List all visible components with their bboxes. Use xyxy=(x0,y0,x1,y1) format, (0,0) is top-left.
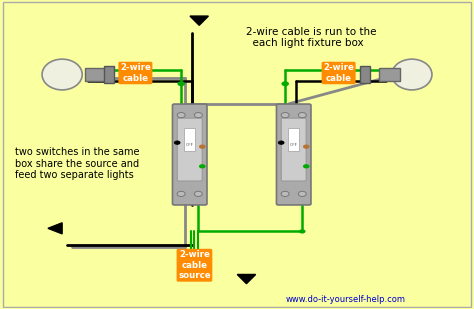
Ellipse shape xyxy=(42,59,82,90)
Text: 2-wire
cable
source: 2-wire cable source xyxy=(178,250,211,280)
Bar xyxy=(104,66,114,83)
Bar xyxy=(360,66,370,83)
Bar xyxy=(288,128,299,151)
Circle shape xyxy=(303,145,310,149)
Text: 2-wire
cable: 2-wire cable xyxy=(120,63,151,83)
FancyBboxPatch shape xyxy=(281,118,306,181)
FancyBboxPatch shape xyxy=(177,118,202,181)
FancyBboxPatch shape xyxy=(173,104,207,205)
Circle shape xyxy=(177,191,185,197)
Circle shape xyxy=(194,191,202,197)
Circle shape xyxy=(177,81,185,86)
Bar xyxy=(379,68,400,81)
Ellipse shape xyxy=(392,59,432,90)
Circle shape xyxy=(177,112,185,118)
Polygon shape xyxy=(237,274,255,284)
Bar xyxy=(85,68,106,81)
Circle shape xyxy=(303,164,310,168)
Circle shape xyxy=(199,164,206,168)
Polygon shape xyxy=(190,16,209,25)
Text: 2-wire cable is run to the
  each light fixture box: 2-wire cable is run to the each light fi… xyxy=(246,27,377,49)
Circle shape xyxy=(281,112,289,118)
Text: www.do-it-yourself-help.com: www.do-it-yourself-help.com xyxy=(286,294,406,303)
Text: two switches in the same
box share the source and
feed two separate lights: two switches in the same box share the s… xyxy=(15,147,139,180)
Polygon shape xyxy=(48,223,62,234)
Circle shape xyxy=(298,112,306,118)
Bar xyxy=(184,128,195,151)
Circle shape xyxy=(299,229,306,234)
Text: OFF: OFF xyxy=(186,143,194,147)
Circle shape xyxy=(174,141,181,145)
FancyBboxPatch shape xyxy=(276,104,311,205)
Text: OFF: OFF xyxy=(290,143,298,147)
Circle shape xyxy=(194,112,202,118)
Circle shape xyxy=(281,191,289,197)
Circle shape xyxy=(282,81,289,86)
Circle shape xyxy=(298,191,306,197)
Text: 2-wire
cable: 2-wire cable xyxy=(323,63,354,83)
Circle shape xyxy=(278,141,284,145)
Circle shape xyxy=(199,145,206,149)
